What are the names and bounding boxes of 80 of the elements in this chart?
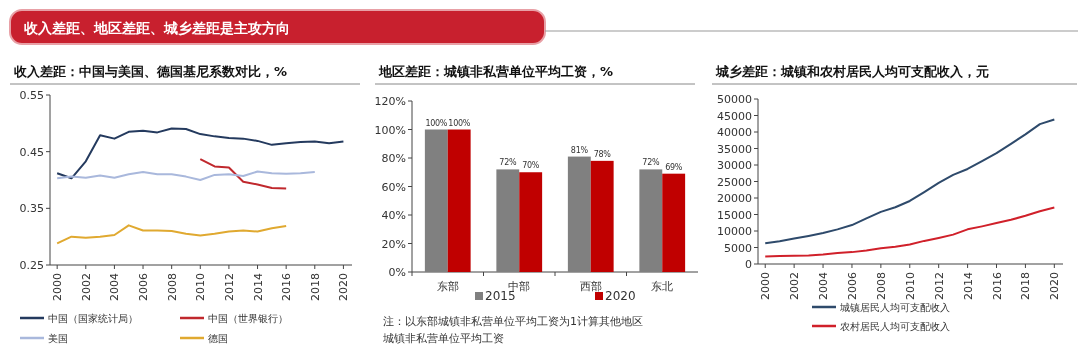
x-tick-label: 2010 <box>194 273 208 301</box>
y-tick-label: 35000 <box>717 142 752 156</box>
y-tick-label: 60% <box>381 180 406 194</box>
y-tick-label: 100% <box>374 123 406 137</box>
bar <box>662 173 686 272</box>
y-tick-label: 80% <box>381 152 406 165</box>
chart-title: 城乡差距：城镇和农村居民人均可支配收入，元 <box>715 64 989 79</box>
chart-title: 收入差距：中国与美国、德国基尼系数对比，% <box>14 64 288 79</box>
y-tick-label: 0.45 <box>19 145 44 159</box>
text: 注：以东部城镇非私营单位平均工资为1计算其他地区城镇非私营单位平均工资 <box>382 315 643 345</box>
data-label: 72% <box>499 158 517 168</box>
x-tick-label: 2008 <box>874 272 888 300</box>
x-tick-label: 2006 <box>137 273 151 301</box>
y-tick-label: 50000 <box>717 93 752 106</box>
chart-title: 地区差距：城镇非私营单位平均工资，% <box>378 64 614 79</box>
y-tick-label: 10000 <box>717 225 752 238</box>
x-tick-label: 2006 <box>845 272 859 300</box>
x-tick-label: 2012 <box>932 272 946 300</box>
x-tick-label: 2002 <box>79 273 93 301</box>
x-tick-label: 2016 <box>990 272 1004 300</box>
x-tick-label: 2012 <box>222 273 236 301</box>
bar <box>590 160 614 272</box>
y-tick-label: 0.55 <box>19 89 44 102</box>
bar <box>639 169 663 272</box>
bar <box>496 169 520 272</box>
x-tick-label: 西部 <box>579 280 602 293</box>
data-label: 70% <box>522 161 540 171</box>
data-label: 81% <box>570 145 589 155</box>
data-label: 100% <box>425 118 448 128</box>
legend-label: 中国（国家统计局） <box>48 313 138 324</box>
x-tick-label: 2020 <box>337 273 351 301</box>
y-tick-label: 0% <box>388 266 406 279</box>
legend-label: 德国 <box>208 333 228 344</box>
x-tick-label: 2018 <box>1019 272 1033 300</box>
x-tick-label: 2020 <box>1048 272 1062 300</box>
bar <box>424 129 448 272</box>
x-tick-label: 2008 <box>165 273 179 301</box>
y-tick-label: 0 <box>745 258 752 271</box>
bar <box>519 172 543 272</box>
y-tick-label: 15000 <box>717 208 752 222</box>
data-label: 78% <box>593 149 612 159</box>
legend-label: 城镇居民人均可支配收入 <box>839 302 950 313</box>
y-tick-label: 0.35 <box>19 202 44 216</box>
x-tick-label: 2002 <box>788 272 802 300</box>
data-label: 100% <box>448 118 471 128</box>
y-tick-label: 20% <box>381 237 406 251</box>
x-tick-label: 2014 <box>251 273 265 301</box>
legend-label: 中国（世界银行） <box>208 313 288 324</box>
y-tick-label: 30000 <box>717 159 752 172</box>
bar <box>567 156 591 272</box>
data-label: 72% <box>642 158 660 168</box>
x-tick-label: 2014 <box>961 272 975 300</box>
x-tick-label: 东部 <box>436 280 459 293</box>
x-tick-label: 2000 <box>759 272 773 300</box>
text: 收入差距、地区差距、城乡差距是主攻方向 <box>24 20 290 36</box>
y-tick-label: 40% <box>381 209 406 222</box>
line-series <box>764 206 1056 258</box>
line-series <box>199 158 288 190</box>
x-tick-label: 2004 <box>108 273 122 301</box>
x-tick-label: 2018 <box>308 273 322 301</box>
x-tick-label: 2000 <box>51 273 65 301</box>
y-tick-label: 5000 <box>724 241 752 255</box>
bar <box>447 129 471 272</box>
x-tick-label: 2004 <box>817 272 831 300</box>
y-tick-label: 120% <box>374 95 406 108</box>
line-series <box>764 118 1056 245</box>
legend-label: 农村居民人均可支配收入 <box>840 321 950 332</box>
y-tick-label: 25000 <box>717 175 752 189</box>
legend-label: 美国 <box>48 333 68 344</box>
y-tick-label: 0.25 <box>19 259 44 272</box>
line-series <box>56 170 316 181</box>
x-tick-label: 东北 <box>651 280 674 293</box>
x-tick-label: 2016 <box>280 273 294 301</box>
x-tick-label: 2010 <box>903 272 917 300</box>
y-tick-label: 40000 <box>717 126 752 139</box>
line-series <box>56 224 288 245</box>
line-series <box>56 127 345 180</box>
y-tick-label: 45000 <box>717 109 752 123</box>
y-tick-label: 20000 <box>717 192 752 205</box>
data-label: 69% <box>665 162 683 172</box>
